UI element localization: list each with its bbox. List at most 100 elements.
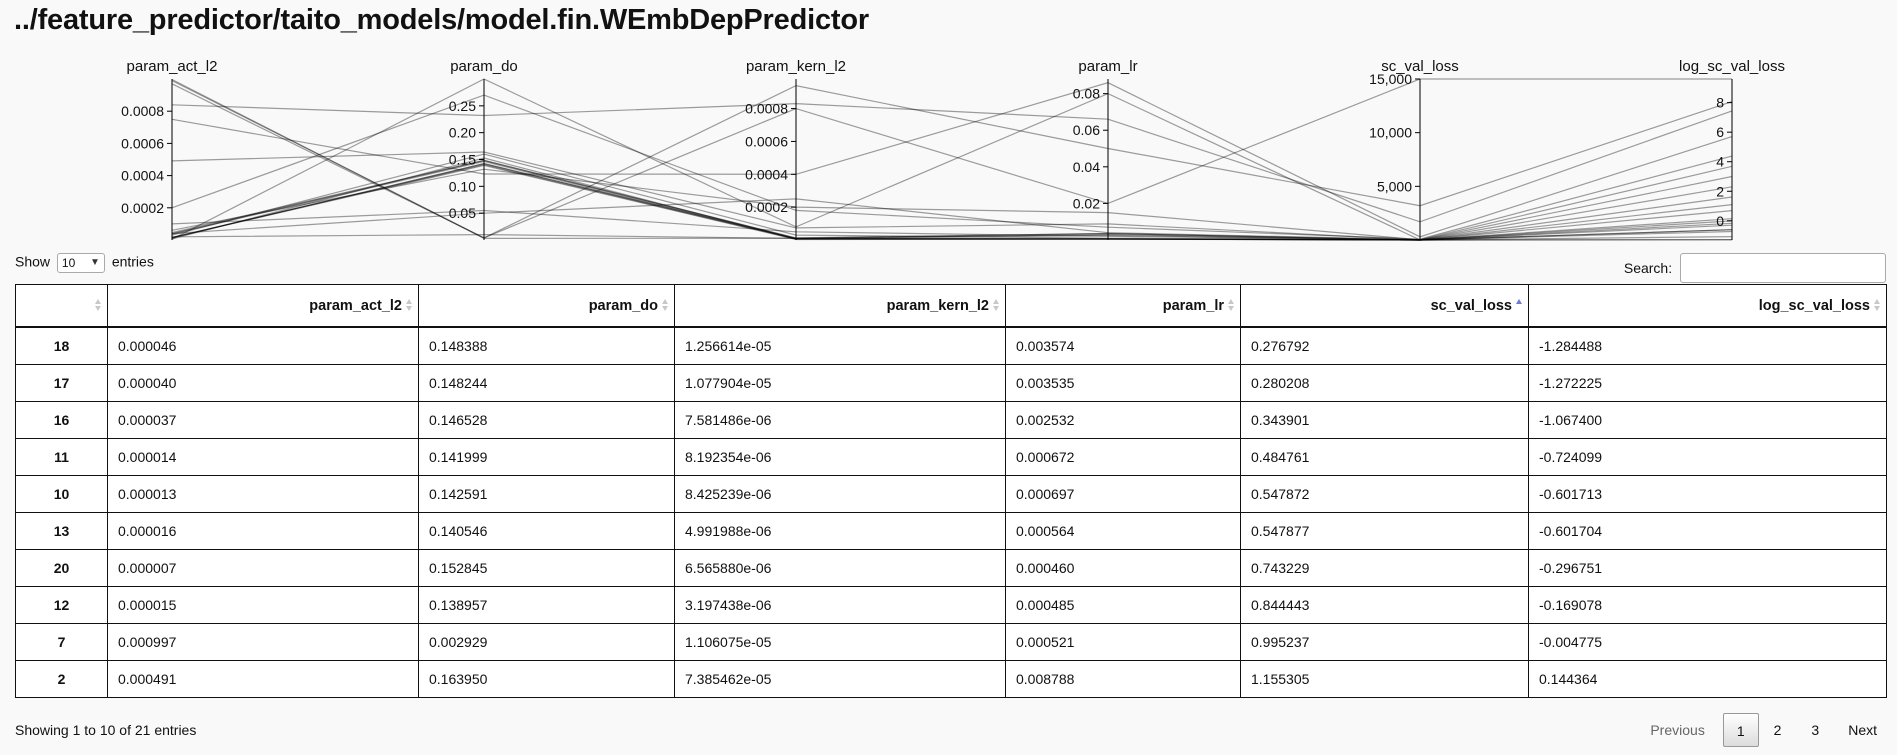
page-title: ../feature_predictor/taito_models/model.… xyxy=(14,4,869,36)
col-header-param-do[interactable]: param_do xyxy=(418,284,675,328)
cell-param-do: 0.138957 xyxy=(418,586,675,624)
table-row[interactable]: 2 0.000491 0.163950 7.385462e-05 0.008788 1.1… xyxy=(15,660,1887,698)
cell-param-do: 0.142591 xyxy=(418,475,675,513)
cell-param-lr: 0.000564 xyxy=(1005,512,1241,550)
search-input[interactable] xyxy=(1680,253,1886,283)
pc-line-1[interactable] xyxy=(171,159,1733,241)
cell-param-kern-l2: 7.581486e-06 xyxy=(674,401,1006,439)
row-index: 11 xyxy=(15,438,108,476)
pc-line-5[interactable] xyxy=(171,163,1733,241)
cell-log-sc-val-loss: -0.601704 xyxy=(1528,512,1887,550)
sort-arrows-icon xyxy=(95,297,102,313)
pc-line-19[interactable] xyxy=(171,153,1733,241)
cell-param-do: 0.141999 xyxy=(418,438,675,476)
axis-log-sc-val-loss[interactable]: log_sc_val_loss 0 2 4 6 8 xyxy=(1679,58,1785,240)
tick-label: 0.0002 xyxy=(745,199,788,215)
page-length-control: Show 10 ▼ entries xyxy=(15,253,154,273)
axis-title: param_kern_l2 xyxy=(746,58,846,75)
cell-param-act-l2: 0.000997 xyxy=(107,623,419,661)
col-header-param-kern-l2[interactable]: param_kern_l2 xyxy=(674,284,1006,328)
col-header-param-lr[interactable]: param_lr xyxy=(1005,284,1241,328)
axis-param-act-l2[interactable]: param_act_l2 0.0002 0.0004 0.0006 0.0008 xyxy=(121,58,217,240)
tick-label: 5,000 xyxy=(1377,178,1412,194)
row-index: 2 xyxy=(15,660,108,698)
pc-line-20[interactable] xyxy=(171,210,1733,241)
page-length-select[interactable]: 10 ▼ xyxy=(56,253,105,273)
pc-line-16[interactable] xyxy=(171,78,1733,241)
table-row[interactable]: 12 0.000015 0.138957 3.197438e-06 0.000485 0.… xyxy=(15,586,1887,624)
cell-log-sc-val-loss: -1.272225 xyxy=(1528,364,1887,402)
sort-arrows-icon xyxy=(1228,297,1235,313)
table-row[interactable]: 20 0.000007 0.152845 6.565880e-06 0.000460 0.… xyxy=(15,549,1887,587)
parallel-coordinates-chart[interactable]: param_act_l2 0.0002 0.0004 0.0006 0.0008 para… xyxy=(0,52,1897,252)
pc-line-0[interactable] xyxy=(171,159,1733,241)
table-row[interactable]: 13 0.000016 0.140546 4.991988e-06 0.000564 0.… xyxy=(15,512,1887,550)
entries-label: entries xyxy=(111,253,154,270)
row-index: 16 xyxy=(15,401,108,439)
pc-line-9[interactable] xyxy=(171,151,1733,241)
col-header-log-sc-val-loss[interactable]: log_sc_val_loss xyxy=(1528,284,1887,328)
tick-label: 0.10 xyxy=(449,178,476,194)
page-length-value: 10 xyxy=(61,256,76,270)
table-row[interactable]: 17 0.000040 0.148244 1.077904e-05 0.003535 0.… xyxy=(15,364,1887,402)
pc-line-18[interactable] xyxy=(171,196,1733,241)
table-row[interactable]: 16 0.000037 0.146528 7.581486e-06 0.002532 0.… xyxy=(15,401,1887,439)
sort-arrows-icon xyxy=(993,297,1000,313)
cell-param-kern-l2: 1.256614e-05 xyxy=(674,326,1006,365)
table-row[interactable]: 10 0.000013 0.142591 8.425239e-06 0.000697 0.… xyxy=(15,475,1887,513)
axis-param-kern-l2[interactable]: param_kern_l2 0.0002 0.0004 0.0006 0.0008 xyxy=(745,58,846,240)
results-table: param_act_l2 param_do param_kern_l2 para… xyxy=(15,284,1887,698)
col-header-sc-val-loss[interactable]: sc_val_loss xyxy=(1240,284,1529,328)
search-label: Search: xyxy=(1623,260,1673,276)
row-index: 20 xyxy=(15,549,108,587)
cell-sc-val-loss: 1.155305 xyxy=(1240,660,1529,698)
cell-log-sc-val-loss: -0.296751 xyxy=(1528,549,1887,587)
col-header-index[interactable] xyxy=(15,284,108,328)
tick-label: 0.0002 xyxy=(121,200,164,216)
pc-line-8[interactable] xyxy=(171,78,1733,241)
pc-line-14[interactable] xyxy=(171,94,1733,240)
pc-line-12[interactable] xyxy=(171,82,1733,238)
pc-line-11[interactable] xyxy=(171,102,1733,223)
cell-param-lr: 0.003535 xyxy=(1005,364,1241,402)
table-row[interactable]: 7 0.000997 0.002929 1.106075e-05 0.000521 0.9… xyxy=(15,623,1887,661)
table-row[interactable]: 18 0.000046 0.148388 1.256614e-05 0.003574 0.… xyxy=(15,326,1887,365)
pc-line-2[interactable] xyxy=(171,160,1733,241)
pc-line-10[interactable] xyxy=(171,80,1733,239)
pc-line-7[interactable] xyxy=(171,164,1733,241)
axis-param-do[interactable]: param_do 0.05 0.10 0.15 0.20 0.25 xyxy=(449,58,518,240)
tick-label: 2 xyxy=(1716,183,1724,199)
cell-param-act-l2: 0.000016 xyxy=(107,512,419,550)
table-row[interactable]: 11 0.000014 0.141999 8.192354e-06 0.000672 0.… xyxy=(15,438,1887,476)
pc-line-13[interactable] xyxy=(171,78,1732,239)
cell-sc-val-loss: 0.484761 xyxy=(1240,438,1529,476)
pc-line-15[interactable] xyxy=(171,165,1733,241)
sort-ascending-icon xyxy=(1516,297,1523,313)
page-button-3[interactable]: 3 xyxy=(1811,722,1820,738)
cell-sc-val-loss: 0.276792 xyxy=(1240,326,1529,365)
cell-param-kern-l2: 4.991988e-06 xyxy=(674,512,1006,550)
axis-param-lr[interactable]: param_lr 0.02 0.04 0.06 0.08 xyxy=(1073,58,1138,240)
next-button[interactable]: Next xyxy=(1848,722,1877,738)
pc-line-3[interactable] xyxy=(171,163,1733,241)
pc-line-17[interactable] xyxy=(171,168,1733,241)
pc-line-6[interactable] xyxy=(171,157,1733,241)
tick-label: 0.0008 xyxy=(745,101,788,117)
previous-button[interactable]: Previous xyxy=(1650,722,1705,738)
cell-log-sc-val-loss: -1.284488 xyxy=(1528,326,1887,365)
cell-param-do: 0.163950 xyxy=(418,660,675,698)
tick-label: 0.15 xyxy=(449,152,476,168)
page-button-2[interactable]: 2 xyxy=(1773,722,1782,738)
cell-param-lr: 0.000672 xyxy=(1005,438,1241,476)
axis-sc-val-loss[interactable]: sc_val_loss 5,000 10,000 15,000 xyxy=(1369,58,1459,240)
cell-param-kern-l2: 3.197438e-06 xyxy=(674,586,1006,624)
tick-label: 0.08 xyxy=(1073,86,1100,102)
tick-label: 0.04 xyxy=(1073,159,1100,175)
cell-param-act-l2: 0.000014 xyxy=(107,438,419,476)
axis-title: param_lr xyxy=(1078,58,1137,75)
cell-param-act-l2: 0.000491 xyxy=(107,660,419,698)
page-button-1[interactable]: 1 xyxy=(1722,713,1759,747)
col-header-param-act-l2[interactable]: param_act_l2 xyxy=(107,284,419,328)
pc-line-4[interactable] xyxy=(171,162,1733,241)
